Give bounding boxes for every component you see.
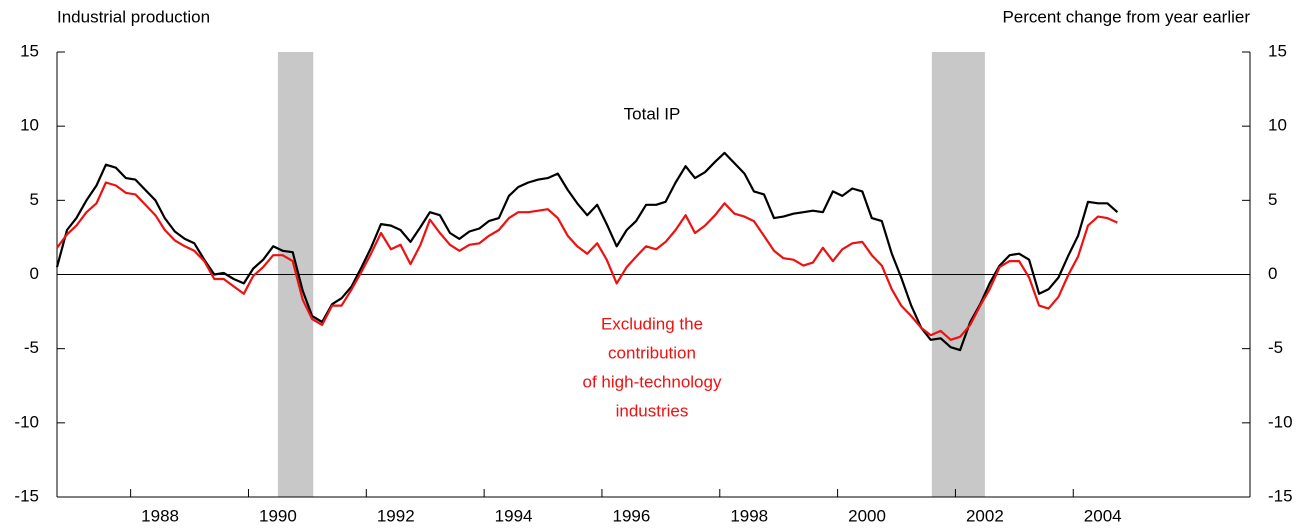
y2-tick-label: -5 (1268, 338, 1283, 357)
y-tick-label: 0 (30, 264, 39, 283)
y2-tick-label: -15 (1268, 486, 1293, 505)
y2-axis-label: Percent change from year earlier (1002, 7, 1250, 26)
x-tick-label: 1998 (730, 506, 768, 525)
x-tick-label: 1990 (259, 506, 297, 525)
annotation: Total IP (624, 104, 681, 123)
x-tick-label: 1992 (377, 506, 415, 525)
annotation: of high-technology (583, 372, 722, 391)
x-tick-label: 2000 (848, 506, 886, 525)
annotation: contribution (608, 343, 696, 362)
y2-tick-label: 0 (1268, 264, 1277, 283)
series-line (56, 181, 1118, 341)
x-tick-label: 1988 (141, 506, 179, 525)
y2-tick-label: 10 (1268, 116, 1287, 135)
y-tick-label: -15 (14, 486, 39, 505)
x-tick-label: 2004 (1084, 506, 1122, 525)
x-tick-label: 1994 (495, 506, 533, 525)
annotation: Excluding the (601, 314, 703, 333)
y-tick-label: -5 (24, 338, 39, 357)
series-line (55, 151, 1119, 352)
y2-tick-label: 15 (1268, 41, 1287, 60)
y2-tick-label: 5 (1268, 190, 1277, 209)
x-tick-label: 1996 (612, 506, 650, 525)
x-tick-label: 2002 (966, 506, 1004, 525)
y-tick-label: 5 (30, 190, 39, 209)
y-tick-label: 10 (20, 116, 39, 135)
y-tick-label: -10 (14, 412, 39, 431)
y-axis-label: Industrial production (57, 7, 210, 26)
annotation: industries (616, 401, 689, 420)
y-tick-label: 15 (20, 41, 39, 60)
y2-tick-label: -10 (1268, 412, 1293, 431)
